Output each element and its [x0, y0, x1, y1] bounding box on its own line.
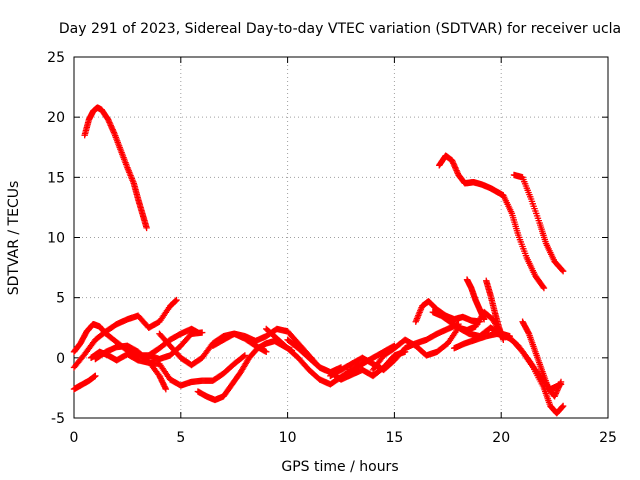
- data-point: [263, 348, 270, 356]
- data-point: [480, 316, 488, 323]
- y-tick-label: 0: [56, 351, 65, 367]
- series-track-l: [209, 325, 345, 376]
- x-tick-label: 25: [599, 430, 617, 446]
- series-track-i: [145, 325, 202, 359]
- y-tick-label: 10: [47, 231, 65, 247]
- y-tick-label: 15: [47, 170, 65, 186]
- data-point: [241, 352, 249, 359]
- y-tick-label: 5: [56, 291, 65, 307]
- series-track-e: [70, 296, 180, 371]
- data-point: [559, 267, 566, 274]
- data-point: [540, 284, 548, 292]
- data-point: [143, 224, 150, 232]
- series-track-s: [463, 276, 488, 323]
- data-points: [70, 104, 567, 417]
- x-tick-label: 20: [492, 430, 510, 446]
- data-point: [194, 329, 202, 336]
- x-tick-label: 5: [176, 430, 185, 446]
- data-point: [559, 402, 567, 410]
- data-point: [240, 353, 248, 360]
- tick-labels: 0 5 10 15 20 25 -5 0 5 10 15 20 25: [47, 50, 617, 446]
- x-tick-label: 0: [70, 430, 79, 446]
- series-track-v: [498, 330, 567, 417]
- series-track-b: [436, 152, 548, 292]
- series-track-a: [81, 104, 150, 232]
- data-point: [92, 372, 99, 380]
- x-axis-label: GPS time / hours: [281, 459, 398, 475]
- y-axis-label: SDTVAR / TECUs: [6, 181, 22, 296]
- data-point: [173, 296, 180, 304]
- data-point: [557, 378, 565, 386]
- series-track-w: [519, 318, 565, 400]
- y-tick-label: 25: [47, 50, 65, 66]
- data-point: [539, 283, 547, 291]
- y-tick-label: -5: [51, 411, 65, 427]
- plot-frame: [73, 56, 609, 419]
- chart-title: Day 291 of 2023, Sidereal Day-to-day VTE…: [59, 21, 621, 37]
- series-track-k: [194, 337, 296, 404]
- series-track-h: [92, 342, 170, 393]
- data-point: [162, 385, 170, 393]
- series-track-c: [510, 171, 567, 275]
- x-tick-label: 15: [385, 430, 403, 446]
- series-track-f: [70, 372, 99, 393]
- y-tick-label: 20: [47, 110, 65, 126]
- data-point: [559, 267, 567, 275]
- x-tick-label: 10: [279, 430, 297, 446]
